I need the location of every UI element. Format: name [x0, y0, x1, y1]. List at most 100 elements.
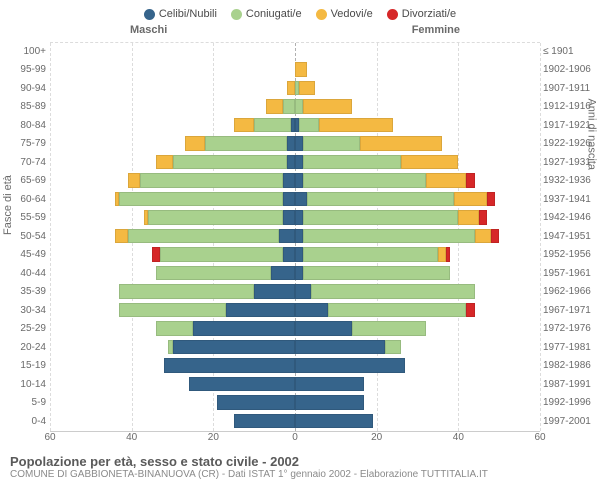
bar-male — [164, 358, 295, 372]
age-row: 60-641937-1941 — [50, 191, 540, 209]
bar-male — [217, 395, 295, 409]
age-row: 100+≤ 1901 — [50, 43, 540, 61]
bar-segment — [303, 136, 360, 150]
birth-year-label: ≤ 1901 — [543, 43, 598, 61]
footer-title: Popolazione per età, sesso e stato civil… — [10, 454, 590, 469]
bar-segment — [283, 247, 295, 261]
age-row: 75-791922-1926 — [50, 135, 540, 153]
bar-segment — [128, 173, 140, 187]
bar-segment — [426, 173, 467, 187]
birth-year-label: 1997-2001 — [543, 413, 598, 431]
legend-item: Coniugati/e — [231, 8, 302, 20]
bar-segment — [303, 99, 352, 113]
age-label: 40-44 — [8, 265, 46, 283]
bar-segment — [234, 118, 254, 132]
birth-year-label: 1937-1941 — [543, 191, 598, 209]
bar-segment — [295, 62, 307, 76]
bar-male — [115, 229, 295, 243]
bar-female — [295, 247, 450, 261]
age-row: 20-241977-1981 — [50, 339, 540, 357]
bar-segment — [226, 303, 295, 317]
bar-segment — [119, 303, 225, 317]
bar-female — [295, 266, 450, 280]
legend-swatch — [316, 9, 327, 20]
bar-segment — [311, 284, 474, 298]
legend-item: Vedovi/e — [316, 8, 373, 20]
bar-segment — [287, 136, 295, 150]
legend-swatch — [387, 9, 398, 20]
bar-segment — [115, 229, 127, 243]
age-label: 10-14 — [8, 376, 46, 394]
population-pyramid-chart: Celibi/NubiliConiugati/eVedovi/eDivorzia… — [0, 0, 600, 500]
age-label: 5-9 — [8, 394, 46, 412]
bar-segment — [360, 136, 442, 150]
bar-segment — [295, 99, 303, 113]
legend-label: Celibi/Nubili — [159, 8, 217, 20]
bar-segment — [152, 247, 160, 261]
age-label: 35-39 — [8, 283, 46, 301]
bar-male — [156, 321, 295, 335]
bar-male — [128, 173, 295, 187]
bar-male — [189, 377, 295, 391]
bar-segment — [283, 192, 295, 206]
plot-area: 100+≤ 190195-991902-190690-941907-191185… — [50, 42, 540, 432]
bar-female — [295, 395, 364, 409]
bar-male — [119, 303, 295, 317]
bar-segment — [446, 247, 450, 261]
bar-segment — [295, 414, 373, 428]
birth-year-label: 1982-1986 — [543, 357, 598, 375]
birth-year-label: 1932-1936 — [543, 172, 598, 190]
age-row: 25-291972-1976 — [50, 320, 540, 338]
age-row: 0-41997-2001 — [50, 413, 540, 431]
birth-year-label: 1912-1916 — [543, 98, 598, 116]
bar-male — [144, 210, 295, 224]
age-label: 60-64 — [8, 191, 46, 209]
bar-segment — [128, 229, 279, 243]
bar-segment — [295, 229, 303, 243]
birth-year-label: 1927-1931 — [543, 154, 598, 172]
bar-segment — [156, 155, 172, 169]
bar-segment — [164, 358, 295, 372]
bar-segment — [479, 210, 487, 224]
age-label: 85-89 — [8, 98, 46, 116]
birth-year-label: 1962-1966 — [543, 283, 598, 301]
bar-segment — [303, 210, 458, 224]
bar-segment — [287, 81, 295, 95]
age-label: 0-4 — [8, 413, 46, 431]
bar-male — [234, 414, 295, 428]
bar-female — [295, 284, 475, 298]
birth-year-label: 1987-1991 — [543, 376, 598, 394]
age-label: 65-69 — [8, 172, 46, 190]
footer-subtitle: COMUNE DI GABBIONETA-BINANUOVA (CR) - Da… — [10, 469, 590, 480]
age-row: 85-891912-1916 — [50, 98, 540, 116]
x-tick-label: 20 — [208, 432, 219, 443]
bar-male — [119, 284, 295, 298]
age-label: 20-24 — [8, 339, 46, 357]
age-row: 70-741927-1931 — [50, 154, 540, 172]
age-row: 5-91992-1996 — [50, 394, 540, 412]
age-row: 35-391962-1966 — [50, 283, 540, 301]
x-tick-label: 60 — [534, 432, 545, 443]
bar-segment — [156, 321, 193, 335]
bar-segment — [491, 229, 499, 243]
age-row: 40-441957-1961 — [50, 265, 540, 283]
legend: Celibi/NubiliConiugati/eVedovi/eDivorzia… — [0, 0, 600, 24]
bar-segment — [217, 395, 295, 409]
bar-segment — [271, 266, 296, 280]
bar-female — [295, 377, 364, 391]
bar-male — [266, 99, 295, 113]
bar-segment — [254, 118, 291, 132]
bar-male — [152, 247, 295, 261]
age-row: 65-691932-1936 — [50, 172, 540, 190]
bar-segment — [438, 247, 446, 261]
bar-female — [295, 192, 495, 206]
bar-male — [234, 118, 295, 132]
bar-segment — [299, 118, 319, 132]
bar-segment — [156, 266, 270, 280]
legend-swatch — [231, 9, 242, 20]
bar-segment — [458, 210, 478, 224]
birth-year-label: 1992-1996 — [543, 394, 598, 412]
bar-segment — [303, 173, 426, 187]
bar-segment — [160, 247, 283, 261]
bar-female — [295, 62, 307, 76]
